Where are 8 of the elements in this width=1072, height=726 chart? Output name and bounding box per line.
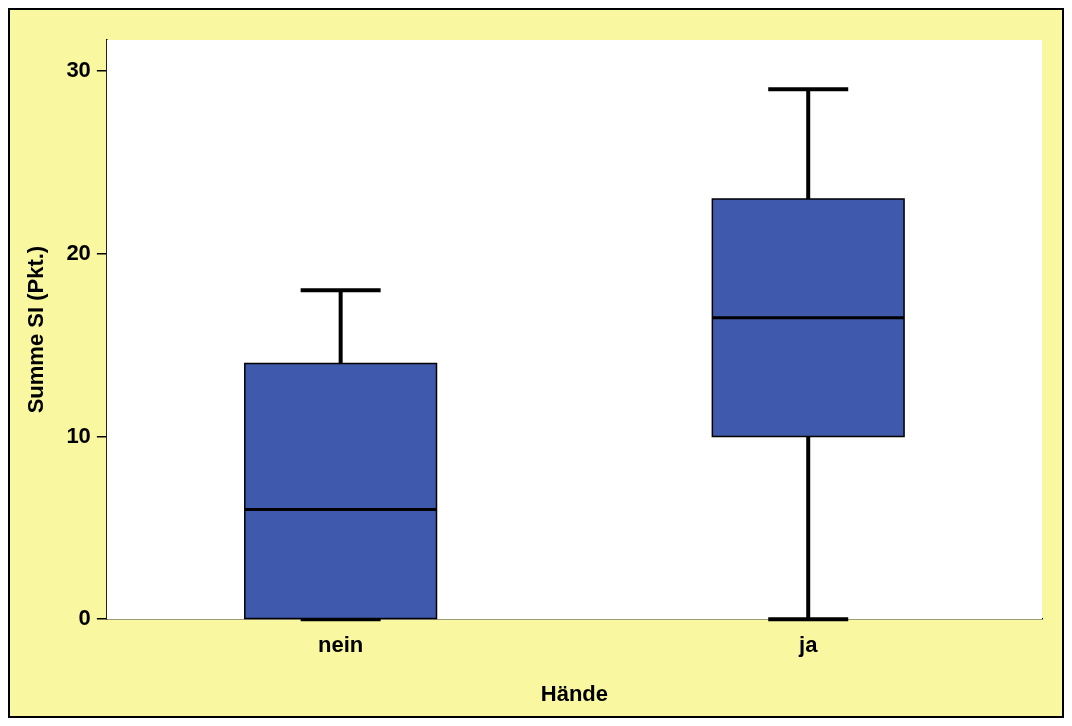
- y-tick-label: 20: [66, 239, 91, 265]
- x-axis-title: Hände: [540, 680, 609, 706]
- x-tick-label: ja: [798, 632, 819, 658]
- y-axis-title: Summe SI (Pkt.): [23, 245, 49, 414]
- y-tick-label: 10: [66, 422, 91, 448]
- y-tick-label: 30: [66, 57, 91, 83]
- y-tick-label: 0: [78, 605, 91, 631]
- x-tick-label: nein: [318, 632, 364, 658]
